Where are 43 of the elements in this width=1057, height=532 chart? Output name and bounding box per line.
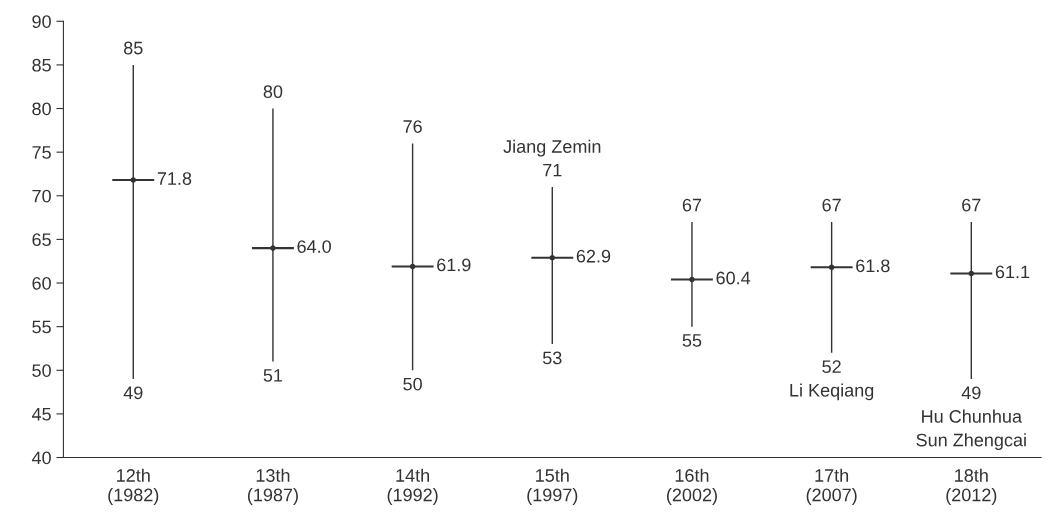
annotation: 67 [822, 198, 841, 212]
annotation: 71 [543, 163, 562, 177]
annotation: 55 [682, 334, 702, 347]
data-label: 61.1 [995, 265, 1030, 279]
annotation: 76 [403, 120, 422, 133]
annotation: 52 [822, 360, 841, 374]
x-tick-label: 12th (1982) [108, 468, 159, 505]
y-tick-label: 55 [32, 320, 51, 334]
y-tick-label: 45 [31, 408, 51, 421]
y-tick-label: 85 [32, 58, 51, 72]
data-label: 60.4 [716, 271, 751, 285]
annotation: 49 [961, 386, 981, 400]
data-label: 61.9 [437, 258, 471, 272]
data-label: 61.8 [856, 259, 890, 273]
y-tick-label: 90 [32, 15, 51, 28]
y-tick-label: 50 [32, 364, 51, 377]
annotation: 67 [962, 198, 981, 212]
annotation: 67 [682, 198, 702, 212]
y-tick-label: 70 [32, 189, 51, 203]
annotation: 53 [542, 351, 562, 365]
data-label: 62.9 [576, 249, 611, 263]
data-label: 71.8 [157, 172, 192, 185]
y-tick-label: 65 [32, 233, 51, 247]
annotation: 85 [124, 41, 143, 55]
y-tick-label: 60 [32, 276, 51, 290]
x-tick-label: 14th (1992) [387, 468, 438, 505]
x-tick-label: 18th (2012) [946, 468, 997, 505]
annotation: 50 [403, 377, 422, 391]
x-tick-label: 17th (2007) [806, 468, 857, 505]
annotation: Jiang Zemin [503, 139, 601, 157]
x-tick-label: 15th (1997) [527, 468, 578, 505]
annotation: Sun Zhengcai [916, 433, 1026, 450]
x-tick-label: 13th (1987) [247, 468, 298, 505]
y-tick-label: 75 [32, 146, 51, 159]
annotation: Li Keqiang [790, 383, 874, 401]
annotation: 80 [263, 85, 283, 99]
y-tick-label: 40 [31, 451, 51, 465]
annotation: 49 [123, 386, 143, 400]
annotation: 51 [263, 369, 283, 382]
data-label: 64.0 [297, 240, 331, 253]
y-tick-label: 80 [32, 102, 51, 116]
x-tick-label: 16th (2002) [666, 468, 717, 505]
annotation: Hu Chunhua [922, 409, 1022, 423]
